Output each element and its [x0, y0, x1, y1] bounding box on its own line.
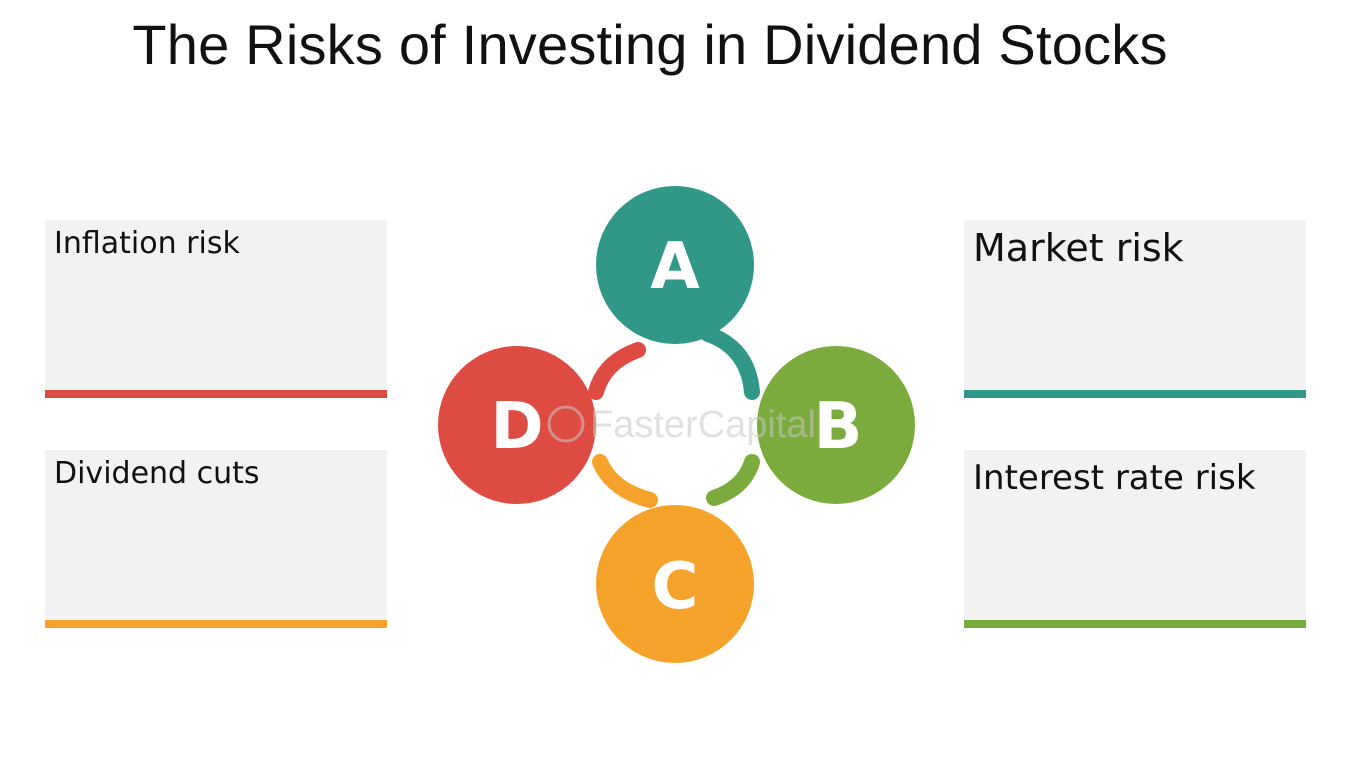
risk-label-dividend-cuts: Dividend cuts: [54, 456, 260, 491]
watermark-gear-icon: [547, 405, 585, 443]
arc-d: [588, 342, 646, 400]
letter-d: D: [490, 390, 543, 464]
risk-label-interest-rate: Interest rate risk: [973, 458, 1256, 498]
risk-label-inflation: Inflation risk: [54, 226, 240, 261]
risk-box-market: Market risk: [964, 220, 1306, 398]
risk-bar-market: [964, 390, 1306, 398]
risk-box-interest-rate: Interest rate risk: [964, 450, 1306, 628]
letter-b: B: [814, 390, 863, 464]
circle-b: [757, 346, 915, 504]
letter-a: A: [650, 230, 700, 304]
watermark: FasterCapital: [547, 404, 816, 446]
risk-box-dividend-cuts: Dividend cuts: [45, 450, 387, 628]
arc-c: [592, 454, 658, 508]
risk-bar-dividend-cuts: [45, 620, 387, 628]
risk-bar-inflation: [45, 390, 387, 398]
circle-d: [438, 346, 596, 504]
arc-a: [700, 326, 760, 400]
risk-box-inflation: Inflation risk: [45, 220, 387, 398]
letter-c: C: [652, 550, 699, 624]
risk-bar-interest-rate: [964, 620, 1306, 628]
circle-a: [596, 186, 754, 344]
arc-b: [706, 454, 760, 506]
watermark-text: FasterCapital: [590, 404, 816, 446]
page-title: The Risks of Investing in Dividend Stock…: [132, 13, 1168, 76]
risk-label-market: Market risk: [973, 226, 1184, 270]
circle-c: [596, 505, 754, 663]
